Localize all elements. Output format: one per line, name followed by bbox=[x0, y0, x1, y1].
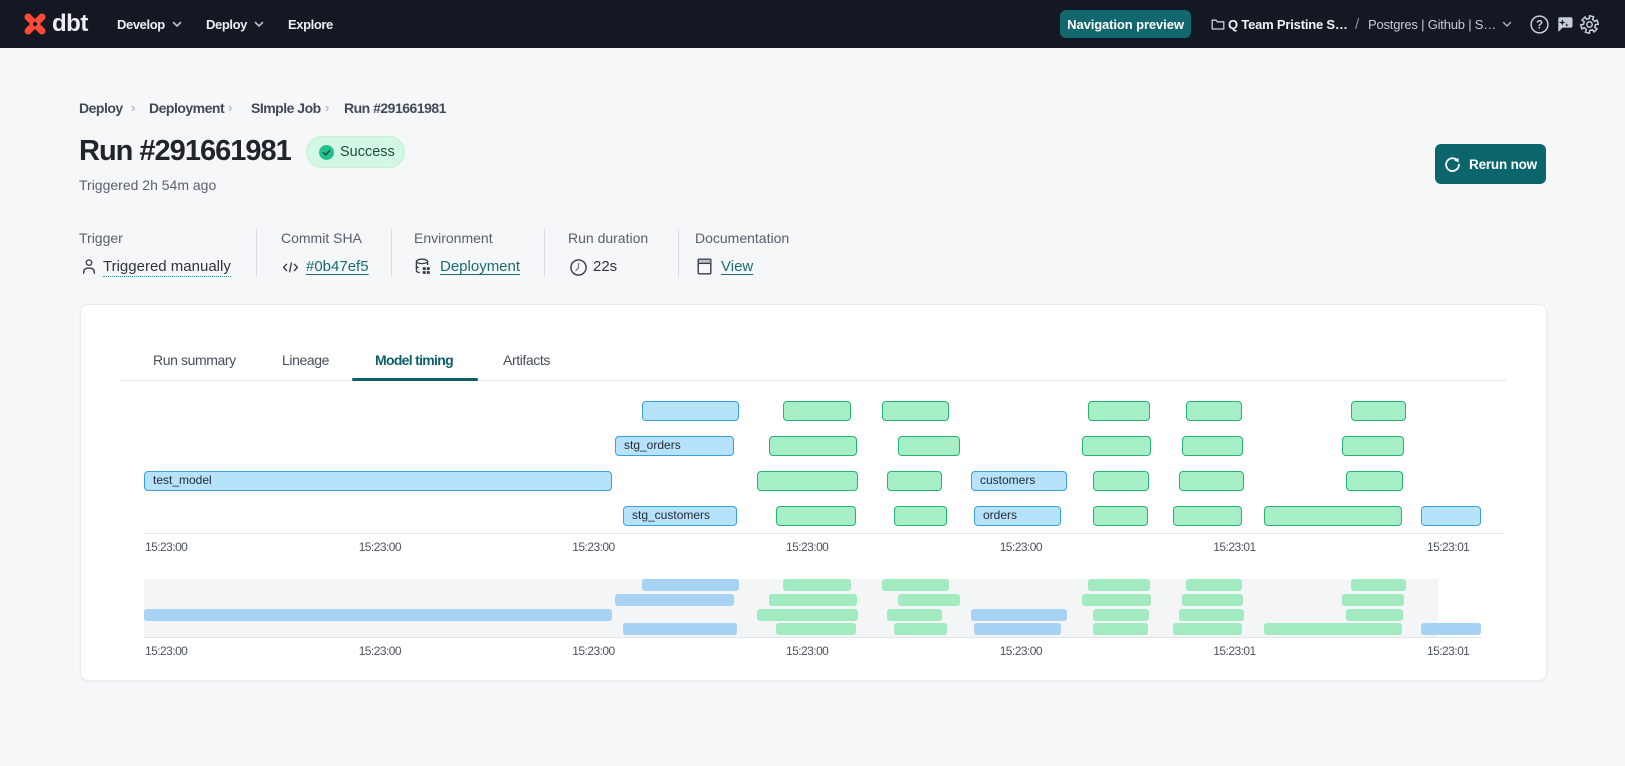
svg-text:?: ? bbox=[1536, 19, 1543, 31]
